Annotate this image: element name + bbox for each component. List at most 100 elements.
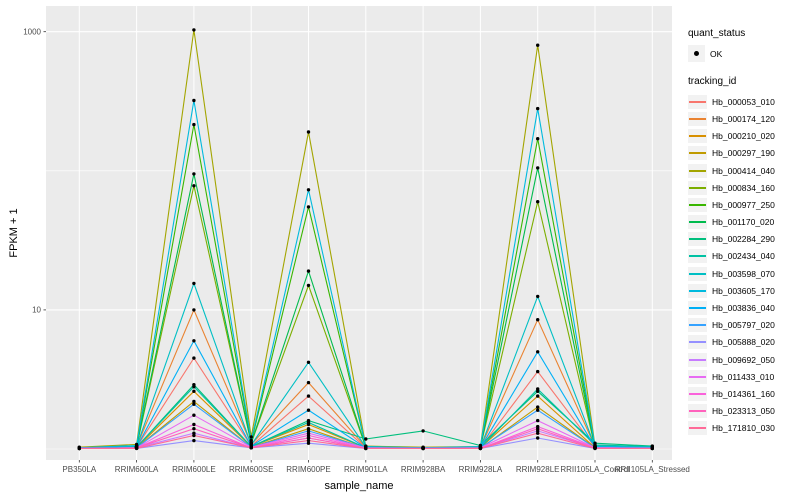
data-point bbox=[536, 436, 540, 440]
data-point bbox=[306, 380, 311, 385]
legend-item-label: Hb_005888_020 bbox=[712, 337, 775, 348]
legend-key-line-icon bbox=[689, 392, 706, 395]
data-point bbox=[306, 283, 311, 288]
legend-item-label: Hb_000297_190 bbox=[712, 148, 775, 159]
data-point bbox=[536, 369, 540, 374]
legend-item-Hb_002434_040: Hb_002434_040 bbox=[688, 248, 800, 265]
legend-key-box bbox=[688, 129, 707, 144]
legend-item-Hb_003605_170: Hb_003605_170 bbox=[688, 282, 800, 299]
legend-key-box bbox=[688, 318, 707, 333]
legend-key-line-icon bbox=[689, 221, 706, 224]
data-point bbox=[306, 433, 311, 438]
legend-item-Hb_000297_190: Hb_000297_190 bbox=[688, 145, 800, 162]
legend-key-box bbox=[688, 94, 707, 109]
x-tick-label: RRIM600PE bbox=[286, 465, 331, 474]
legend-key-line-icon bbox=[689, 169, 706, 172]
legend-item-label: Hb_000414_040 bbox=[712, 165, 775, 176]
legend-tracking-items: Hb_000053_010 Hb_000174_120 Hb_000210_020 H… bbox=[688, 93, 800, 437]
x-tick-label: RRIM928BA bbox=[400, 465, 446, 474]
x-tick-label: RRIM928LE bbox=[515, 465, 560, 474]
legend-item-Hb_000977_250: Hb_000977_250 bbox=[688, 196, 800, 213]
data-point bbox=[536, 408, 540, 412]
legend-item-Hb_002284_290: Hb_002284_290 bbox=[688, 231, 800, 248]
data-point bbox=[536, 350, 540, 354]
legend-item-Hb_003836_040: Hb_003836_040 bbox=[688, 299, 800, 316]
legend-item-Hb_000210_020: Hb_000210_020 bbox=[688, 128, 800, 145]
legend-item-label: Hb_014361_160 bbox=[712, 388, 775, 399]
data-point bbox=[192, 389, 196, 393]
data-point bbox=[77, 446, 82, 451]
x-tick-label: RRIM928LA bbox=[458, 465, 503, 474]
legend-key-box bbox=[688, 369, 707, 384]
legend-key-box bbox=[688, 386, 707, 401]
x-tick-label: RRII105LA_Stressed bbox=[614, 465, 690, 474]
data-point bbox=[421, 446, 425, 451]
legend-key-box bbox=[688, 301, 707, 316]
data-point bbox=[536, 200, 540, 204]
data-point bbox=[192, 172, 196, 176]
data-point bbox=[536, 137, 540, 141]
legend-key-box bbox=[688, 197, 707, 212]
data-point bbox=[192, 399, 196, 404]
legend-key-line-icon bbox=[689, 255, 706, 258]
legend-key-box bbox=[688, 283, 707, 298]
data-point bbox=[192, 356, 196, 360]
legend-item-Hb_003598_070: Hb_003598_070 bbox=[688, 265, 800, 282]
data-point bbox=[192, 184, 196, 188]
data-point bbox=[306, 360, 311, 364]
x-tick-label: RRII105LA_Control bbox=[560, 465, 630, 474]
legend-key-line-icon bbox=[689, 324, 706, 327]
panel-background bbox=[46, 6, 672, 460]
data-point bbox=[536, 431, 540, 435]
legend-item-label: Hb_171810_030 bbox=[712, 423, 775, 434]
data-points bbox=[77, 28, 654, 451]
legend-item-label: Hb_000210_020 bbox=[712, 131, 775, 142]
data-point bbox=[306, 441, 311, 445]
legend-item-label: OK bbox=[710, 48, 723, 59]
legend-item-label: Hb_009692_050 bbox=[712, 354, 775, 365]
data-point bbox=[650, 446, 654, 451]
data-point bbox=[192, 402, 196, 406]
legend-item-Hb_005888_020: Hb_005888_020 bbox=[688, 334, 800, 351]
legend-item-label: Hb_003605_170 bbox=[712, 285, 775, 296]
legend-key-line-icon bbox=[689, 410, 706, 413]
data-point bbox=[134, 446, 139, 451]
legend-item-Hb_171810_030: Hb_171810_030 bbox=[688, 420, 800, 437]
data-point bbox=[593, 446, 597, 451]
legend-item-label: Hb_000834_160 bbox=[712, 182, 775, 193]
x-axis-title: sample_name bbox=[324, 480, 394, 492]
data-point bbox=[536, 427, 540, 431]
data-point bbox=[536, 418, 540, 423]
data-point bbox=[536, 394, 540, 398]
legend-item-Hb_000834_160: Hb_000834_160 bbox=[688, 179, 800, 196]
data-point bbox=[192, 122, 196, 127]
legend-key-box bbox=[688, 146, 707, 161]
legend-key-box bbox=[688, 111, 707, 126]
x-tick-label: RRIM600SE bbox=[228, 465, 274, 474]
data-point bbox=[306, 205, 311, 209]
legend-item-label: Hb_003836_040 bbox=[712, 303, 775, 314]
data-point bbox=[192, 427, 196, 431]
legend-item-label: Hb_003598_070 bbox=[712, 268, 775, 279]
legend-key-line-icon bbox=[689, 307, 706, 310]
legend-key-line-icon bbox=[689, 341, 706, 344]
point-icon bbox=[694, 51, 699, 57]
y-tick-label: 1000 bbox=[23, 27, 41, 37]
legend-key-box bbox=[688, 335, 707, 350]
data-point bbox=[192, 433, 196, 438]
legend-key-box bbox=[688, 180, 707, 195]
data-point bbox=[536, 387, 540, 391]
data-point bbox=[364, 446, 368, 451]
legend-key-box bbox=[688, 266, 707, 281]
legend-key-line-icon bbox=[689, 100, 706, 103]
data-point bbox=[249, 438, 253, 443]
legend-key-line-icon bbox=[689, 238, 706, 241]
legend-item-label: Hb_000053_010 bbox=[712, 96, 775, 107]
data-point bbox=[192, 339, 196, 343]
y-tick-label: 10 bbox=[32, 305, 41, 315]
data-point bbox=[364, 437, 368, 441]
data-point bbox=[306, 408, 311, 412]
data-point bbox=[306, 420, 311, 425]
legend-item-Hb_000053_010: Hb_000053_010 bbox=[688, 93, 800, 110]
